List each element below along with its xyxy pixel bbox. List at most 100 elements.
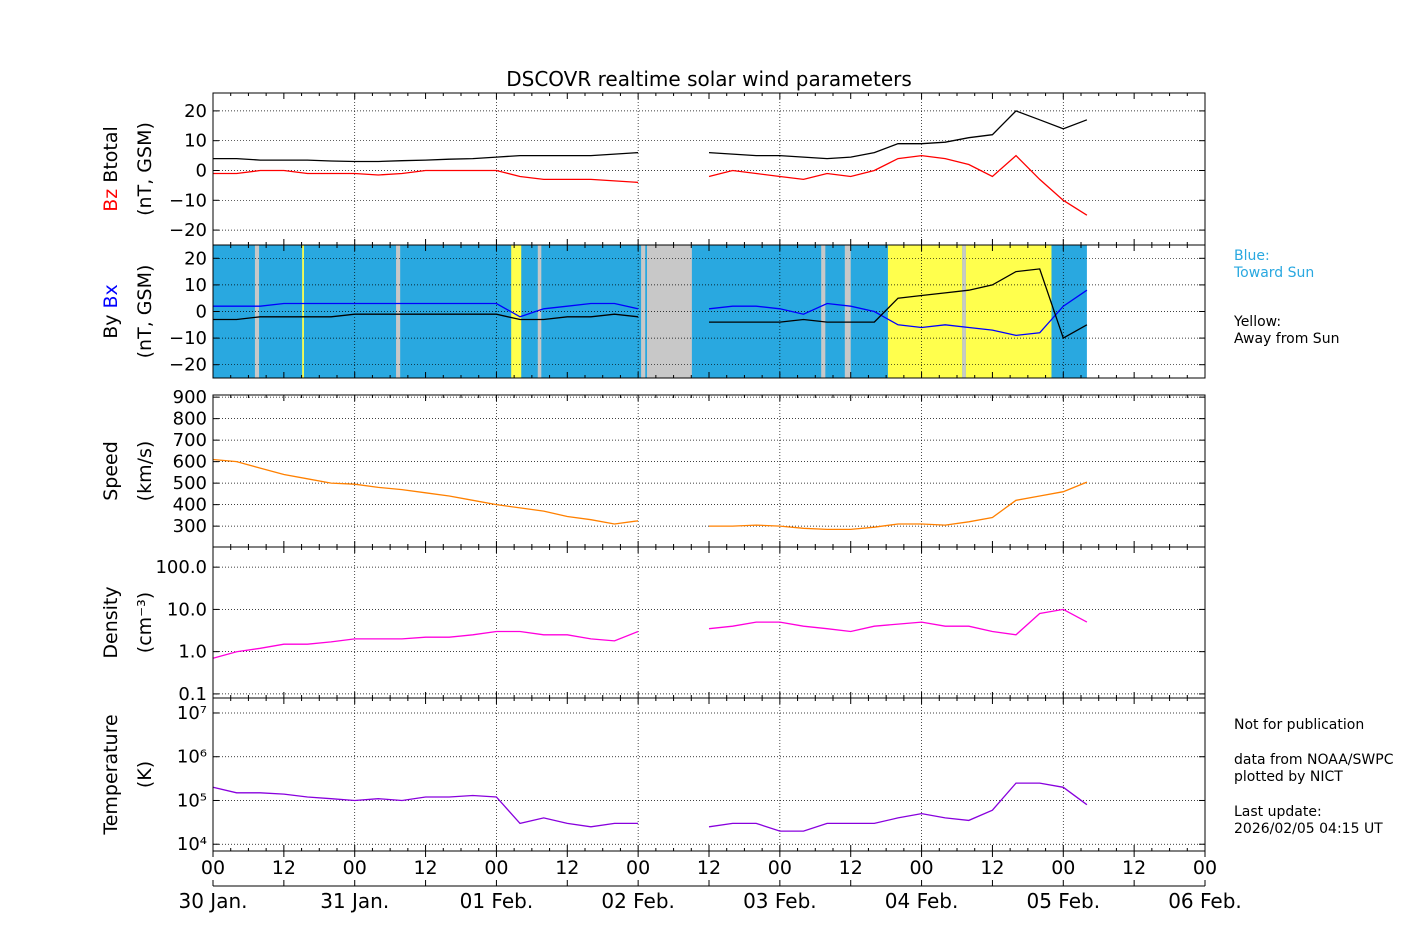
- x-tick-label: 00: [1051, 857, 1075, 879]
- x-tick-label: 00: [1193, 857, 1217, 879]
- y-tick-label: 10⁷: [177, 703, 207, 724]
- legend-toward-sun: Blue: Toward Sun: [1234, 248, 1314, 282]
- panel-frame: [212, 244, 1206, 379]
- y-axis-unit: (nT, GSM): [134, 122, 156, 216]
- x-tick-label: 00: [201, 857, 225, 879]
- imf-sector-none: [844, 245, 851, 378]
- series-density: [212, 608, 1088, 659]
- panel-frame: [212, 546, 1206, 699]
- legend-blue-label: Blue:: [1234, 248, 1270, 264]
- y-tick-label: −20: [169, 220, 207, 241]
- y-tick-label: 0: [196, 160, 207, 181]
- x-tick-label: 12: [413, 857, 437, 879]
- y-axis-label-part: Bx: [100, 284, 122, 314]
- legend-blue-desc: Toward Sun: [1234, 265, 1315, 281]
- panel-bz-btotal: 20 10 0 −10 −20 Bz Btotal (nT, GSM): [100, 92, 1206, 246]
- y-tick-label: 400: [173, 495, 207, 516]
- y-axis-unit: (nT, GSM): [134, 265, 156, 359]
- y-axis-unit: (km/s): [134, 441, 156, 502]
- x-tick-label: 12: [980, 857, 1004, 879]
- x-date-label: 31 Jan.: [320, 889, 389, 913]
- series-temperature: [212, 782, 1088, 832]
- imf-sector-none: [641, 245, 646, 378]
- series-btotal: [213, 110, 1088, 163]
- y-tick-label: 300: [173, 516, 207, 537]
- x-tick-label: 12: [555, 857, 579, 879]
- x-date-label: 03 Feb.: [743, 889, 817, 913]
- panel-by-bx: 20 10 0 −10 −20 By Bx (nT, GSM): [100, 244, 1206, 379]
- y-tick-label: 10⁴: [177, 834, 207, 855]
- x-date-label: 30 Jan.: [179, 889, 248, 913]
- y-tick-label: 500: [173, 473, 207, 494]
- y-axis-label-part: Btotal: [100, 126, 122, 189]
- imf-sector-none: [537, 245, 542, 378]
- y-tick-label: 600: [173, 452, 207, 473]
- x-date-label: 05 Feb.: [1026, 889, 1100, 913]
- publication-note: Not for publication: [1234, 717, 1365, 733]
- y-axis-unit: (cm⁻³): [134, 592, 156, 653]
- panel-frame: [212, 394, 1206, 548]
- y-axis-label: Temperature: [100, 714, 122, 835]
- x-axis: 00 12 00 12 00 12 00 12 00 12 00 12 00 12 00 30 Jan. 31 …: [179, 851, 1242, 913]
- series-bz: [213, 154, 1088, 216]
- x-tick-label: 12: [697, 857, 721, 879]
- y-tick-label: 700: [173, 430, 207, 451]
- plotted-note: plotted by NICT: [1234, 769, 1343, 785]
- series-bx: [213, 289, 1088, 337]
- y-tick-label: −10: [169, 328, 207, 349]
- x-tick-label: 12: [1122, 857, 1146, 879]
- x-date-label: 02 Feb.: [601, 889, 675, 913]
- x-tick-label: 00: [484, 857, 508, 879]
- y-tick-label: 100.0: [155, 557, 207, 578]
- series-speed: [212, 458, 1088, 531]
- y-tick-label: 20: [184, 101, 207, 122]
- y-axis-label: By Bx: [100, 284, 122, 339]
- y-axis-label-part: Speed: [100, 441, 122, 501]
- y-tick-label: 900: [173, 387, 207, 408]
- legend-yellow-desc: Away from Sun: [1234, 331, 1340, 347]
- y-axis-label: Bz Btotal: [100, 126, 122, 212]
- chart-title: DSCOVR realtime solar wind parameters: [506, 67, 912, 91]
- y-tick-label: 10.0: [167, 599, 207, 620]
- y-tick-label: 20: [184, 248, 207, 269]
- y-axis-label-part: Bz: [100, 189, 122, 212]
- y-tick-label: 0: [196, 302, 207, 323]
- y-tick-label: 10⁵: [177, 790, 207, 811]
- y-tick-label: −20: [169, 355, 207, 376]
- x-tick-label: 00: [909, 857, 933, 879]
- x-tick-label: 00: [626, 857, 650, 879]
- imf-sector-none: [821, 245, 826, 378]
- x-tick-label: 12: [839, 857, 863, 879]
- y-tick-label: 10: [184, 275, 207, 296]
- imf-sector-none: [396, 245, 401, 378]
- y-tick-label: 10⁶: [177, 747, 207, 768]
- y-tick-label: 800: [173, 409, 207, 430]
- y-axis-label: Density: [100, 586, 122, 658]
- panel-frame: [212, 92, 1206, 246]
- y-axis-unit: (K): [134, 761, 156, 788]
- panel-frame: [212, 697, 1206, 852]
- legend-yellow-label: Yellow:: [1234, 314, 1282, 330]
- x-tick-label: 00: [343, 857, 367, 879]
- y-tick-label: 10: [184, 131, 207, 152]
- x-date-label: 04 Feb.: [885, 889, 959, 913]
- series-by: [213, 268, 1088, 340]
- x-date-label: 06 Feb.: [1168, 889, 1242, 913]
- y-tick-label: 0.1: [178, 684, 207, 705]
- y-axis-label: Speed: [100, 441, 122, 501]
- y-tick-label: 1.0: [178, 642, 207, 663]
- legend-away-from-sun: Yellow: Away from Sun: [1234, 314, 1339, 348]
- source-note: data from NOAA/SWPC: [1234, 752, 1394, 768]
- imf-sector-none: [254, 245, 260, 378]
- y-tick-label: −10: [169, 190, 207, 211]
- x-tick-label: 00: [768, 857, 792, 879]
- update-label: Last update:: [1234, 804, 1322, 820]
- x-date-label: 01 Feb.: [460, 889, 534, 913]
- y-axis-label-part: By: [100, 315, 122, 339]
- panel-density: 100.0 10.0 1.0 0.1 Density (cm⁻³): [100, 546, 1206, 705]
- y-axis-label-part: Density: [100, 586, 122, 658]
- panel-temperature: 10⁷ 10⁶ 10⁵ 10⁴ Temperature (K): [100, 697, 1206, 855]
